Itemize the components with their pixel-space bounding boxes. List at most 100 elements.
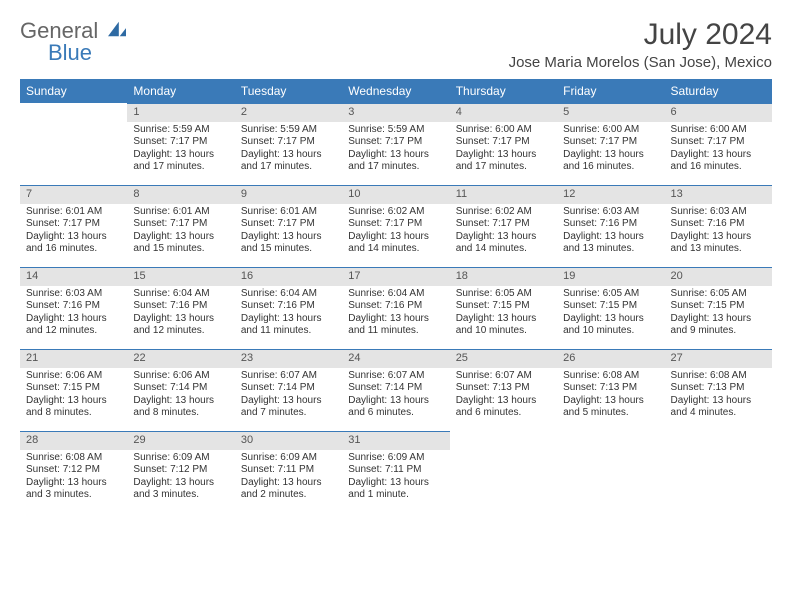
sunset-text: Sunset: 7:15 PM (26, 382, 121, 395)
daylight-text: Daylight: 13 hours and 11 minutes. (241, 313, 336, 338)
day-number: 13 (665, 185, 772, 204)
sunrise-text: Sunrise: 6:08 AM (26, 452, 121, 465)
day-body: Sunrise: 6:06 AMSunset: 7:14 PMDaylight:… (127, 368, 234, 424)
daylight-text: Daylight: 13 hours and 8 minutes. (26, 395, 121, 420)
daylight-text: Daylight: 13 hours and 17 minutes. (133, 149, 228, 174)
day-cell: 26Sunrise: 6:08 AMSunset: 7:13 PMDayligh… (557, 349, 664, 431)
sunrise-text: Sunrise: 6:00 AM (671, 124, 766, 137)
sunrise-text: Sunrise: 6:06 AM (26, 370, 121, 383)
sunrise-text: Sunrise: 6:09 AM (133, 452, 228, 465)
day-number: 4 (450, 103, 557, 122)
daylight-text: Daylight: 13 hours and 17 minutes. (348, 149, 443, 174)
day-body: Sunrise: 6:02 AMSunset: 7:17 PMDaylight:… (342, 204, 449, 260)
day-cell: 30Sunrise: 6:09 AMSunset: 7:11 PMDayligh… (235, 431, 342, 513)
day-cell: 3Sunrise: 5:59 AMSunset: 7:17 PMDaylight… (342, 103, 449, 185)
sunset-text: Sunset: 7:14 PM (241, 382, 336, 395)
sunset-text: Sunset: 7:13 PM (456, 382, 551, 395)
day-body: Sunrise: 6:01 AMSunset: 7:17 PMDaylight:… (235, 204, 342, 260)
week-row: 14Sunrise: 6:03 AMSunset: 7:16 PMDayligh… (20, 267, 772, 349)
sunset-text: Sunset: 7:16 PM (133, 300, 228, 313)
title-block: July 2024 Jose Maria Morelos (San Jose),… (509, 18, 772, 71)
day-number: 6 (665, 103, 772, 122)
sunset-text: Sunset: 7:13 PM (563, 382, 658, 395)
day-number: 3 (342, 103, 449, 122)
sunset-text: Sunset: 7:17 PM (241, 136, 336, 149)
sunrise-text: Sunrise: 6:07 AM (348, 370, 443, 383)
day-body: Sunrise: 6:01 AMSunset: 7:17 PMDaylight:… (127, 204, 234, 260)
week-row: 21Sunrise: 6:06 AMSunset: 7:15 PMDayligh… (20, 349, 772, 431)
day-body: Sunrise: 6:03 AMSunset: 7:16 PMDaylight:… (20, 286, 127, 342)
daylight-text: Daylight: 13 hours and 5 minutes. (563, 395, 658, 420)
sunrise-text: Sunrise: 6:05 AM (563, 288, 658, 301)
day-body: Sunrise: 6:05 AMSunset: 7:15 PMDaylight:… (450, 286, 557, 342)
day-body: Sunrise: 6:09 AMSunset: 7:12 PMDaylight:… (127, 450, 234, 506)
sunset-text: Sunset: 7:16 PM (563, 218, 658, 231)
daylight-text: Daylight: 13 hours and 16 minutes. (671, 149, 766, 174)
day-number: 23 (235, 349, 342, 368)
day-number: 25 (450, 349, 557, 368)
sunset-text: Sunset: 7:17 PM (456, 136, 551, 149)
daylight-text: Daylight: 13 hours and 14 minutes. (348, 231, 443, 256)
daylight-text: Daylight: 13 hours and 11 minutes. (348, 313, 443, 338)
daylight-text: Daylight: 13 hours and 8 minutes. (133, 395, 228, 420)
day-cell: 23Sunrise: 6:07 AMSunset: 7:14 PMDayligh… (235, 349, 342, 431)
day-number: 18 (450, 267, 557, 286)
day-body: Sunrise: 5:59 AMSunset: 7:17 PMDaylight:… (127, 122, 234, 178)
sunrise-text: Sunrise: 6:06 AM (133, 370, 228, 383)
day-cell: 19Sunrise: 6:05 AMSunset: 7:15 PMDayligh… (557, 267, 664, 349)
week-row: 7Sunrise: 6:01 AMSunset: 7:17 PMDaylight… (20, 185, 772, 267)
day-body: Sunrise: 6:08 AMSunset: 7:13 PMDaylight:… (557, 368, 664, 424)
day-body: Sunrise: 6:09 AMSunset: 7:11 PMDaylight:… (342, 450, 449, 506)
day-cell (557, 431, 664, 513)
sunrise-text: Sunrise: 6:05 AM (671, 288, 766, 301)
sunset-text: Sunset: 7:16 PM (348, 300, 443, 313)
sunrise-text: Sunrise: 6:02 AM (348, 206, 443, 219)
sunrise-text: Sunrise: 6:07 AM (456, 370, 551, 383)
sunset-text: Sunset: 7:15 PM (456, 300, 551, 313)
daylight-text: Daylight: 13 hours and 9 minutes. (671, 313, 766, 338)
daylight-text: Daylight: 13 hours and 3 minutes. (133, 477, 228, 502)
day-number: 24 (342, 349, 449, 368)
day-cell: 9Sunrise: 6:01 AMSunset: 7:17 PMDaylight… (235, 185, 342, 267)
sunset-text: Sunset: 7:16 PM (241, 300, 336, 313)
calendar-header-row: SundayMondayTuesdayWednesdayThursdayFrid… (20, 79, 772, 103)
day-cell: 25 Sunrise: 6:07 AMSunset: 7:13 PMDayligh… (450, 349, 557, 431)
sunrise-text: Sunrise: 6:08 AM (563, 370, 658, 383)
day-body: Sunrise: 6:00 AMSunset: 7:17 PMDaylight:… (450, 122, 557, 178)
sunset-text: Sunset: 7:17 PM (133, 218, 228, 231)
day-body: Sunrise: 6:08 AMSunset: 7:13 PMDaylight:… (665, 368, 772, 424)
calendar-page: General Blue July 2024 Jose Maria Morelo… (0, 0, 792, 531)
day-cell: 8Sunrise: 6:01 AMSunset: 7:17 PMDaylight… (127, 185, 234, 267)
day-number: 5 (557, 103, 664, 122)
sunrise-text: Sunrise: 5:59 AM (348, 124, 443, 137)
sunset-text: Sunset: 7:16 PM (671, 218, 766, 231)
day-body: Sunrise: 6:02 AMSunset: 7:17 PMDaylight:… (450, 204, 557, 260)
day-cell: 16Sunrise: 6:04 AMSunset: 7:16 PMDayligh… (235, 267, 342, 349)
day-body: Sunrise: 6:08 AMSunset: 7:12 PMDaylight:… (20, 450, 127, 506)
sunset-text: Sunset: 7:17 PM (241, 218, 336, 231)
sunset-text: Sunset: 7:12 PM (26, 464, 121, 477)
day-body: Sunrise: 6:00 AMSunset: 7:17 PMDaylight:… (665, 122, 772, 178)
day-cell: 6Sunrise: 6:00 AMSunset: 7:17 PMDaylight… (665, 103, 772, 185)
day-cell: 15Sunrise: 6:04 AMSunset: 7:16 PMDayligh… (127, 267, 234, 349)
location-label: Jose Maria Morelos (San Jose), Mexico (509, 54, 772, 71)
day-number: 22 (127, 349, 234, 368)
sunrise-text: Sunrise: 6:01 AM (241, 206, 336, 219)
sunrise-text: Sunrise: 6:04 AM (133, 288, 228, 301)
day-number: 30 (235, 431, 342, 450)
calendar-table: SundayMondayTuesdayWednesdayThursdayFrid… (20, 79, 772, 513)
sunset-text: Sunset: 7:17 PM (563, 136, 658, 149)
day-header: Thursday (450, 79, 557, 103)
daylight-text: Daylight: 13 hours and 10 minutes. (563, 313, 658, 338)
daylight-text: Daylight: 13 hours and 6 minutes. (456, 395, 551, 420)
day-number: 9 (235, 185, 342, 204)
sunset-text: Sunset: 7:17 PM (133, 136, 228, 149)
sunrise-text: Sunrise: 5:59 AM (133, 124, 228, 137)
sunrise-text: Sunrise: 6:03 AM (26, 288, 121, 301)
day-body: Sunrise: 5:59 AMSunset: 7:17 PMDaylight:… (342, 122, 449, 178)
day-body: Sunrise: 6:00 AMSunset: 7:17 PMDaylight:… (557, 122, 664, 178)
day-number: 17 (342, 267, 449, 286)
sunrise-text: Sunrise: 6:02 AM (456, 206, 551, 219)
sunrise-text: Sunrise: 6:03 AM (671, 206, 766, 219)
day-number: 27 (665, 349, 772, 368)
